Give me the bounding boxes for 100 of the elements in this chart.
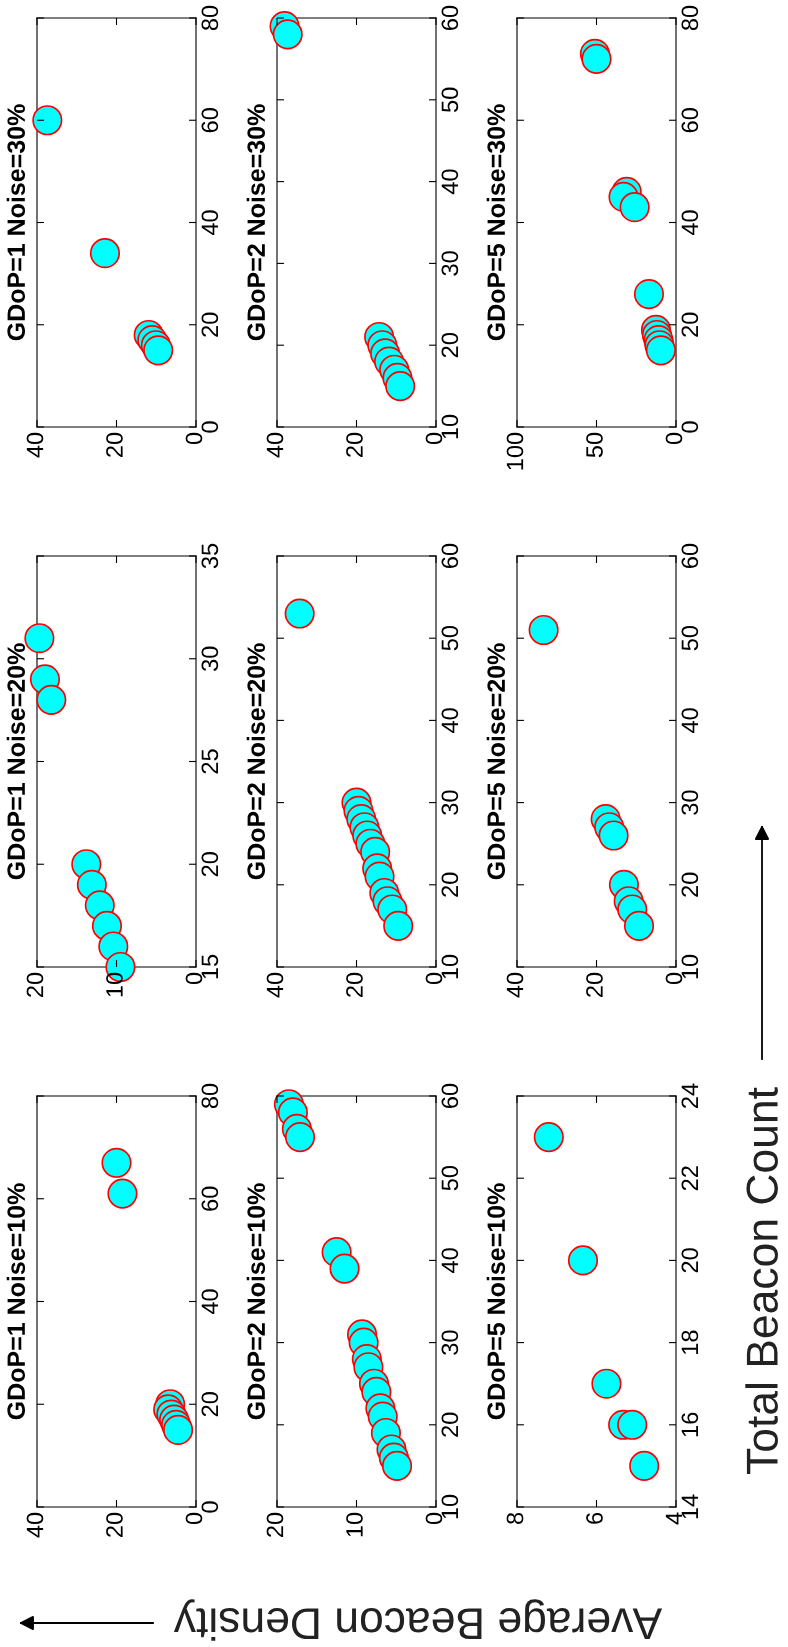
point xyxy=(329,1253,360,1284)
x-tick-label: 0 xyxy=(185,432,203,445)
point xyxy=(528,614,559,646)
x-tick-label: 40 xyxy=(266,972,284,998)
y-tick-label: 14 xyxy=(681,1494,698,1519)
y-tick-label: 20 xyxy=(201,1392,219,1417)
text: GDoP=1 Noise=30% xyxy=(6,104,26,341)
x-tick-label: 4 xyxy=(665,1512,683,1525)
y-tick-label: 0 xyxy=(681,421,699,433)
x-tick-label: 40 xyxy=(26,1512,44,1538)
x-axis-title: Average Beacon Density xyxy=(173,1599,663,1641)
point xyxy=(107,1178,138,1209)
x-tick-label: 20 xyxy=(346,432,363,457)
x-tick-label: 20 xyxy=(106,1512,123,1537)
text: GDoP=1 Noise=10% xyxy=(6,1183,26,1420)
x-tick-label: 20 xyxy=(106,432,123,457)
y-tick-label: 40 xyxy=(441,708,459,733)
y-tick-label: 80 xyxy=(201,5,219,31)
text: GDoP=5 Noise=30% xyxy=(486,104,506,341)
x-tick-label: 20 xyxy=(346,972,363,997)
x-tick-label: 8 xyxy=(506,1512,524,1524)
y-tick-label: 30 xyxy=(441,790,459,815)
x-tick-label: 0 xyxy=(425,1512,443,1525)
y-tick-label: 30 xyxy=(441,1330,459,1355)
point xyxy=(381,1450,413,1481)
y-tick-label: 50 xyxy=(681,625,699,651)
point xyxy=(32,105,63,136)
point xyxy=(619,192,650,223)
x-tick-label: 50 xyxy=(586,432,603,458)
y-tick-label: 22 xyxy=(681,1166,698,1191)
point xyxy=(385,371,416,402)
y-tick-label: 16 xyxy=(681,1412,699,1437)
y-tick-label: 40 xyxy=(201,1289,219,1315)
x-tick-label: 10 xyxy=(106,972,123,997)
y-axis-title: Total Beacon Count xyxy=(745,1087,778,1474)
point xyxy=(617,1409,648,1440)
y-tick-label: 20 xyxy=(201,312,219,337)
y-tick-label: 30 xyxy=(681,790,699,815)
point xyxy=(272,19,303,50)
x-tick-label: 0 xyxy=(425,432,443,445)
y-tick-label: 60 xyxy=(441,1083,459,1108)
point xyxy=(284,1122,316,1153)
text: GDoP=2 Noise=10% xyxy=(246,1183,266,1420)
y-tick-label: 50 xyxy=(441,1165,459,1191)
y-tick-label: 0 xyxy=(201,421,219,433)
point xyxy=(598,820,629,851)
y-tick-label: 0 xyxy=(201,1501,219,1513)
y-tick-label: 80 xyxy=(681,5,699,31)
y-tick-label: 30 xyxy=(201,646,219,671)
point xyxy=(629,1450,660,1481)
y-tick-label: 20 xyxy=(441,872,459,897)
y-tick-label: 40 xyxy=(201,210,219,236)
y-tick-label: 60 xyxy=(441,543,459,568)
y-tick-label: 20 xyxy=(681,1248,699,1273)
x-tick-label: 0 xyxy=(185,972,203,985)
y-tick-label: 40 xyxy=(681,210,699,236)
y-tick-label: 20 xyxy=(681,872,699,897)
point xyxy=(623,910,655,941)
text: GDoP=5 Noise=10% xyxy=(486,1183,506,1420)
point xyxy=(284,598,315,629)
y-tick-label: 60 xyxy=(441,5,459,30)
y-tick-label: 60 xyxy=(681,108,699,133)
y-tick-label: 60 xyxy=(201,1186,219,1211)
x-tick-label: 40 xyxy=(506,972,524,998)
point xyxy=(24,623,55,654)
y-tick-label: 18 xyxy=(681,1330,699,1354)
y-tick-label: 60 xyxy=(201,108,219,133)
y-tick-label: 24 xyxy=(681,1083,698,1108)
y-tick-label: 40 xyxy=(681,708,699,733)
y-tick-label: 40 xyxy=(441,1248,459,1273)
x-tick-label: 0 xyxy=(665,432,683,445)
point xyxy=(591,1368,622,1399)
y-tick-label: 80 xyxy=(201,1083,219,1109)
point xyxy=(533,1122,564,1153)
y-tick-label: 50 xyxy=(441,625,459,651)
y-tick-label: 25 xyxy=(201,749,219,774)
y-tick-label: 15 xyxy=(201,954,219,979)
x-tick-label: 100 xyxy=(506,432,524,470)
x-tick-label: 40 xyxy=(266,432,284,458)
x-tick-label: 0 xyxy=(425,972,443,985)
x-tick-label: 20 xyxy=(26,972,44,997)
y-tick-label: 40 xyxy=(441,169,459,195)
x-tick-label: 6 xyxy=(586,1512,603,1524)
x-tick-label: 40 xyxy=(26,432,44,458)
y-tick-label: 30 xyxy=(441,251,459,276)
text: GDoP=5 Noise=20% xyxy=(486,643,506,880)
y-tick-label: 20 xyxy=(201,852,219,877)
point xyxy=(633,279,665,310)
point xyxy=(89,238,121,269)
text: GDoP=2 Noise=30% xyxy=(246,104,266,341)
y-tick-label: 60 xyxy=(681,543,699,568)
x-tick-label: 0 xyxy=(665,972,683,985)
text: GDoP=1 Noise=20% xyxy=(6,643,26,880)
y-tick-label: 20 xyxy=(681,312,699,337)
x-tick-label: 0 xyxy=(185,1512,203,1525)
point xyxy=(163,1414,194,1446)
x-tick-label: 20 xyxy=(586,972,603,997)
point xyxy=(383,910,414,941)
y-tick-label: 50 xyxy=(441,87,459,112)
point xyxy=(101,1147,132,1178)
